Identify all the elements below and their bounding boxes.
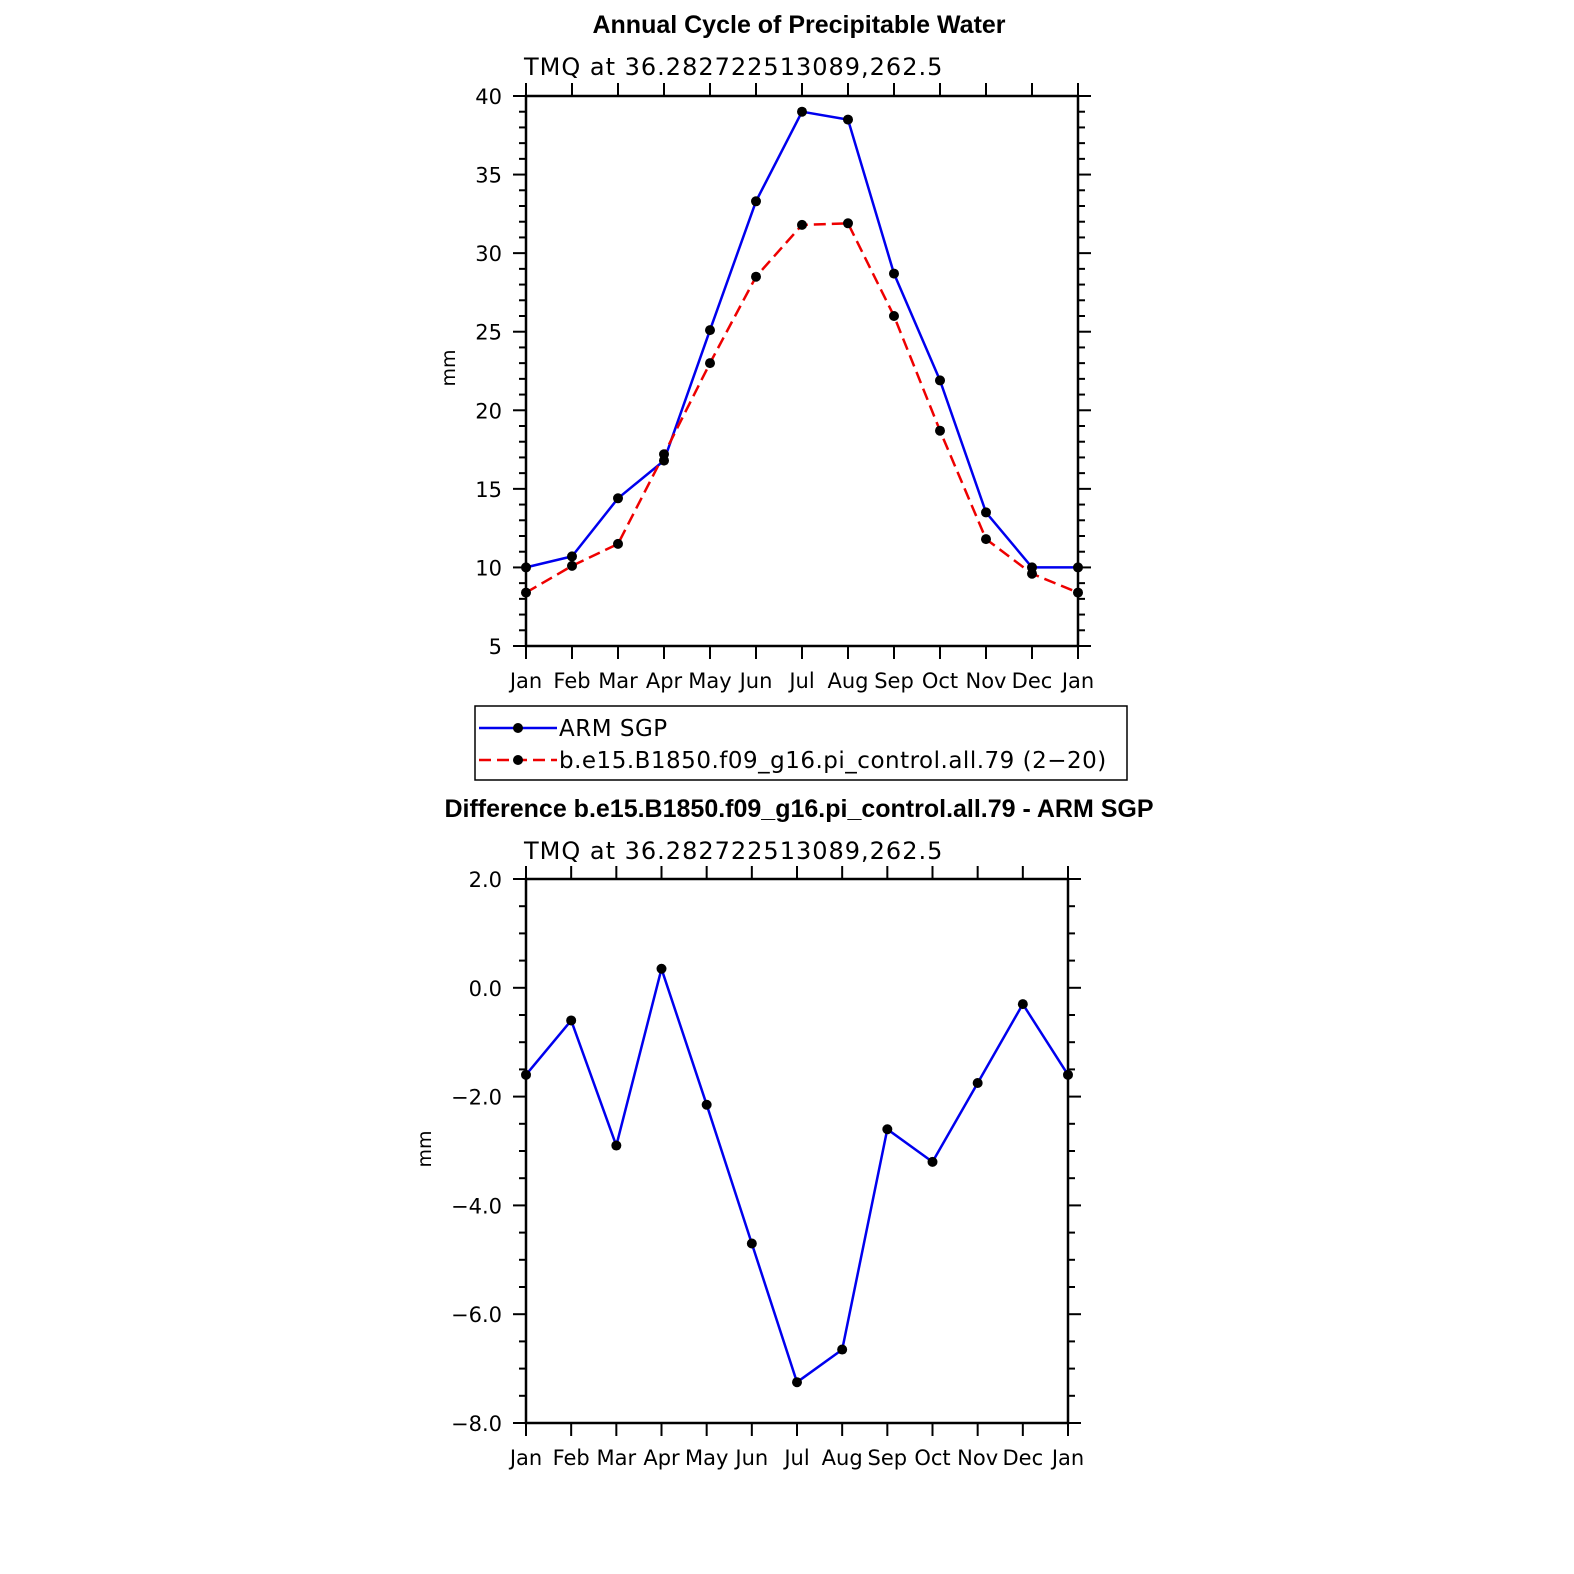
x-tick-label: Jun [733,1446,768,1470]
series-0-point [521,1069,531,1080]
series-line-0 [525,967,1070,1384]
series-0-point [1073,562,1083,573]
y-tick-label: −4.0 [451,1194,502,1218]
y-tick-label: −6.0 [451,1303,502,1327]
x-tick-label: Mar [598,669,638,693]
y-tick-label: 40 [475,85,502,109]
series-0-point [566,1015,577,1026]
x-tick-label: Nov [966,669,1007,693]
x-tick-label: Apr [643,1446,680,1470]
series-0-point [981,507,991,518]
y-tick-label: 15 [475,478,502,502]
y-tick-label: 20 [475,399,502,423]
series-line-1 [525,222,1079,594]
series-0-point [792,1377,802,1388]
series-0-point [656,963,667,974]
difference-chart: Difference b.e15.B1850.f09_g16.pi_contro… [414,795,1154,1470]
legend: ARM SGP b.e15.B1850.f09_g16.pi_control.a… [474,705,1128,781]
chart-subtitle: TMQ at 36.282722513089,262.5 [523,837,943,865]
series-line-0 [525,110,1078,569]
y-tick-label: −8.0 [451,1412,502,1436]
series-0-point [613,493,623,504]
series-0-point [746,1238,757,1249]
legend-marker-model [513,755,523,765]
series-1-point [521,587,531,598]
y-tick-label: 35 [475,164,502,188]
x-tick-label: Oct [914,1446,950,1470]
x-tick-label: Feb [553,1446,590,1470]
series-0-point [843,114,853,125]
series-1-point [935,425,945,436]
x-tick-label: May [688,669,731,693]
legend-box [474,705,1128,781]
annual-cycle-chart: Annual Cycle of Precipitable Water TMQ a… [438,11,1128,781]
series-0-point [705,325,715,336]
y-axis-label: mm [414,1130,436,1167]
x-tick-label: Oct [922,669,958,693]
x-tick-label: Aug [822,1446,863,1470]
y-tick-label: 10 [475,556,502,580]
legend-label-arm-sgp: ARM SGP [559,716,668,742]
series-0-point [701,1099,712,1110]
x-tick-label: Apr [646,669,683,693]
series-0-point [521,562,531,573]
series-0-point [1017,999,1028,1010]
x-tick-label: Aug [827,669,868,693]
y-axis-label: mm [438,349,460,386]
series-1-point [567,560,577,571]
series-0-point [972,1078,983,1088]
x-tick-label: Jun [738,669,773,693]
series-1-point [613,538,623,549]
series-1-point [843,218,853,229]
series-1-point [889,311,899,321]
y-tick-label: 2.0 [469,868,502,892]
chart-title: Annual Cycle of Precipitable Water [592,11,1005,39]
series-0-point [751,196,761,207]
chart-subtitle: TMQ at 36.282722513089,262.5 [523,53,943,81]
series-1-point [1027,568,1037,579]
x-tick-label: Sep [874,669,914,693]
legend-marker-arm-sgp [513,723,523,733]
series-0-point [837,1344,848,1355]
x-tick-label: Jul [787,669,814,693]
x-tick-label: Nov [957,1446,998,1470]
y-tick-label: 30 [475,242,502,266]
x-tick-label: Sep [868,1446,908,1470]
x-tick-label: Jan [1050,1446,1084,1470]
series-1-point [1073,587,1083,598]
series-1-point [751,271,761,282]
x-tick-label: Jul [782,1446,809,1470]
chart-title: Difference b.e15.B1850.f09_g16.pi_contro… [444,795,1153,823]
series-1-point [659,449,669,460]
x-tick-label: Jan [508,669,542,693]
series-0-point [1063,1069,1073,1080]
y-tick-label: −2.0 [451,1086,502,1110]
plot-frame [524,877,1070,1425]
series-1-point [797,219,807,230]
series-0-point [927,1156,938,1167]
x-tick-label: Jan [1060,669,1094,693]
x-tick-label: Dec [1012,669,1053,693]
x-tick-label: Feb [553,669,590,693]
y-tick-label: 5 [489,635,502,659]
series-0-point [889,268,899,279]
series-0-point [882,1124,893,1135]
series-0-point [611,1140,622,1151]
x-tick-label: Jan [508,1446,542,1470]
series-1-point [981,534,991,545]
y-tick-label: 25 [475,321,502,345]
x-tick-label: Mar [597,1446,637,1470]
series-0-point [797,106,807,117]
series-1-point [705,358,715,369]
legend-label-model: b.e15.B1850.f09_g16.pi_control.all.79 (2… [559,748,1107,774]
x-tick-label: Dec [1003,1446,1044,1470]
x-tick-label: May [685,1446,728,1470]
y-tick-label: 0.0 [469,977,502,1001]
series-0-point [935,375,945,386]
plot-frame [524,94,1080,648]
series-0-point [567,551,577,562]
